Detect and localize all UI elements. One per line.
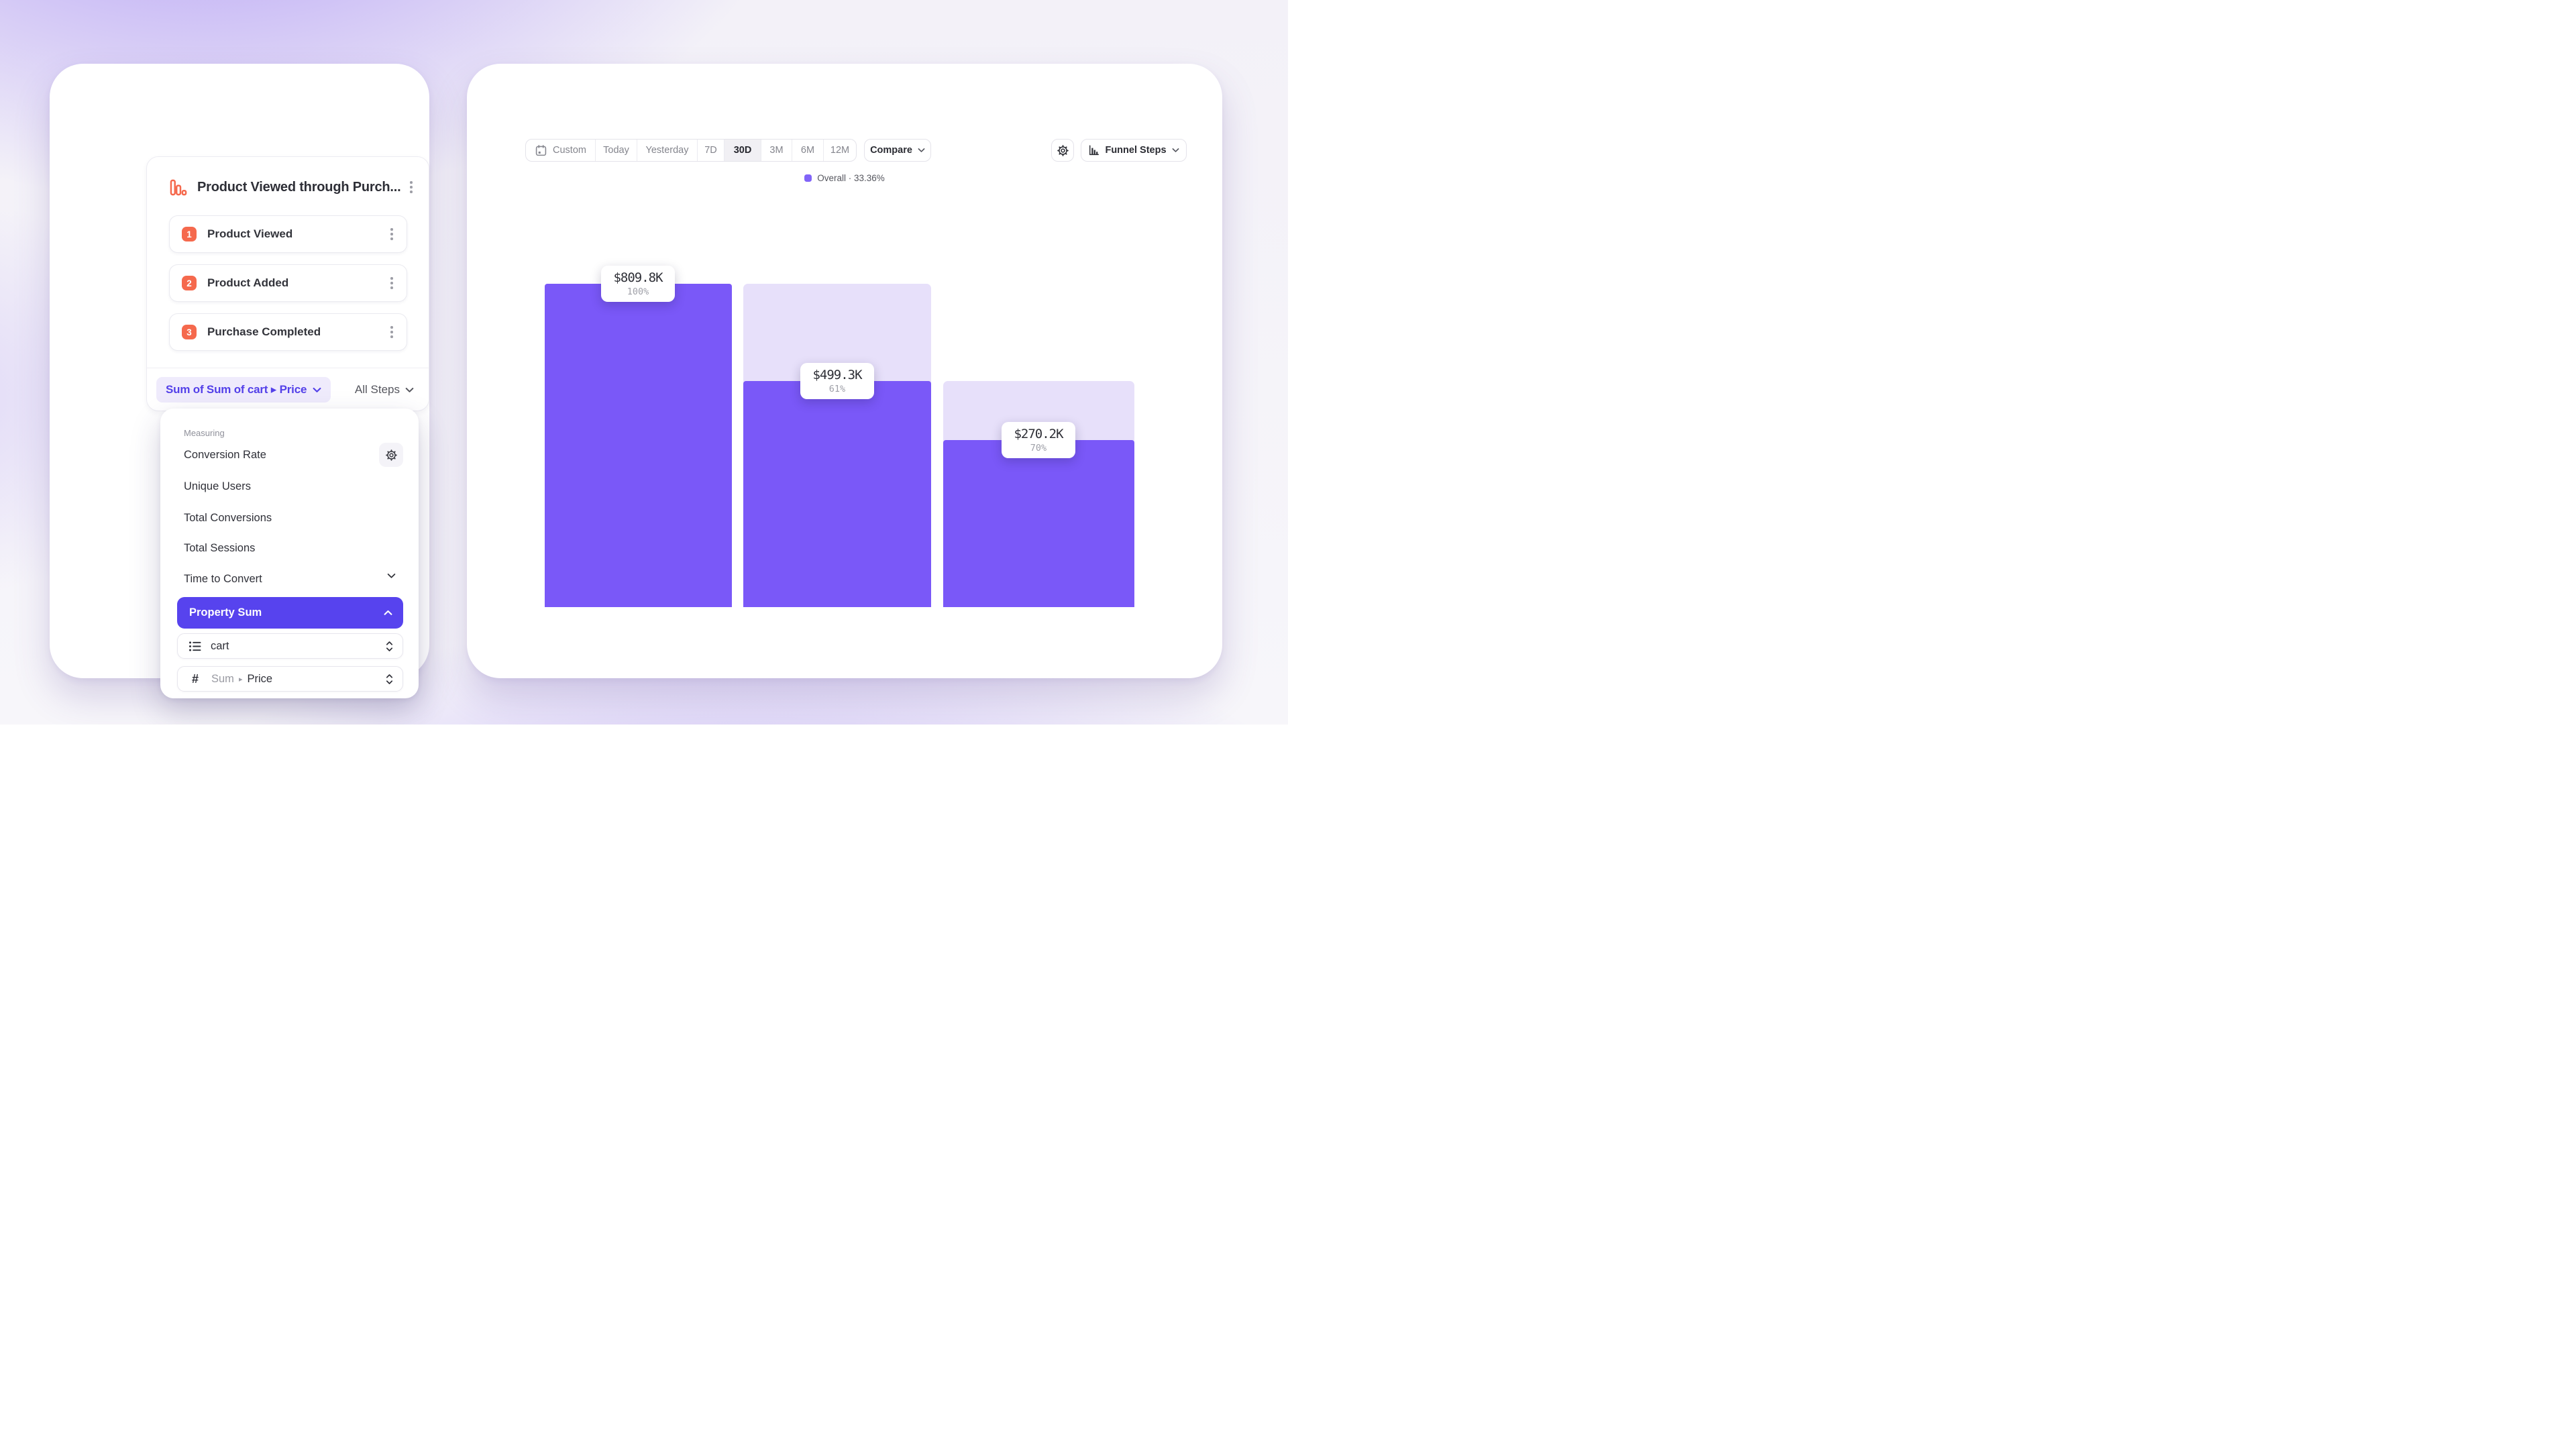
tooltip-percent: 100% <box>627 286 649 297</box>
step-number-badge: 3 <box>182 325 197 339</box>
menu-item-label: Property Sum <box>189 606 262 619</box>
bar-chart-axis-icon <box>1088 145 1099 156</box>
gear-icon <box>1057 144 1069 157</box>
funnel-builder-card: Product Viewed through Purch... 1 Produc… <box>50 64 429 698</box>
bar-value-tooltip-step-3: $270.2K 70% <box>1002 422 1075 458</box>
hash-icon: # <box>191 672 199 686</box>
menu-item-label: Total Conversions <box>184 511 272 524</box>
menu-item-property-sum-selected[interactable]: Property Sum <box>177 597 403 629</box>
date-range-6m[interactable]: 6M <box>792 140 824 161</box>
menu-item-total-conversions[interactable]: Total Conversions <box>184 510 272 526</box>
menu-item-label: Unique Users <box>184 480 251 492</box>
updown-stepper-icon <box>386 641 393 652</box>
measuring-section-label: Measuring <box>184 428 225 438</box>
date-range-label: Today <box>603 145 629 156</box>
step-kebab-icon[interactable] <box>386 323 397 341</box>
conversion-rate-settings-button[interactable] <box>379 443 403 467</box>
aggregation-prefix: Sum <box>211 672 234 685</box>
measurement-dropdown-label: Sum of Sum of cart ▸ Price <box>166 383 307 396</box>
date-range-label: 12M <box>830 145 850 156</box>
menu-item-time-to-convert[interactable]: Time to Convert <box>184 571 262 587</box>
step-label: Purchase Completed <box>207 325 321 338</box>
funnel-title: Product Viewed through Purch... <box>197 179 401 195</box>
date-range-label: 30D <box>733 145 752 156</box>
measurement-dropdown[interactable]: Sum of Sum of cart ▸ Price <box>156 377 331 402</box>
step-number-badge: 1 <box>182 227 197 241</box>
aggregation-property: Price <box>247 672 273 685</box>
property-select[interactable]: cart <box>177 633 403 659</box>
date-range-label: Yesterday <box>645 145 689 156</box>
menu-item-total-sessions[interactable]: Total Sessions <box>184 540 255 556</box>
gear-icon <box>385 449 398 462</box>
chevron-down-icon <box>387 573 396 579</box>
step-kebab-icon[interactable] <box>386 225 397 243</box>
funnel-header: Product Viewed through Purch... <box>170 174 417 200</box>
compare-button[interactable]: Compare <box>864 139 931 162</box>
legend-swatch <box>804 174 812 182</box>
view-selector-label: Funnel Steps <box>1105 145 1167 156</box>
chart-view-selector[interactable]: Funnel Steps <box>1081 139 1187 162</box>
funnel-chart-icon <box>170 179 187 196</box>
step-number-badge: 2 <box>182 276 197 290</box>
date-range-label: Custom <box>553 145 586 156</box>
compare-button-label: Compare <box>870 145 912 156</box>
funnel-definition-panel: Product Viewed through Purch... 1 Produc… <box>146 156 429 411</box>
date-range-label: 3M <box>769 145 784 156</box>
date-range-segmented-control: Custom Today Yesterday 7D 30D 3M 6M 12M <box>525 139 857 162</box>
measuring-dropdown-menu: Measuring Conversion Rate <box>160 409 419 698</box>
chevron-down-icon <box>313 387 321 393</box>
tooltip-value: $499.3K <box>812 368 862 382</box>
bar-value-tooltip-step-1: $809.8K 100% <box>601 266 675 302</box>
tooltip-percent: 61% <box>828 384 846 394</box>
menu-item-label: Total Sessions <box>184 541 256 554</box>
tooltip-value: $270.2K <box>1014 427 1063 441</box>
tooltip-value: $809.8K <box>613 270 663 285</box>
funnel-menu-kebab-icon[interactable] <box>406 178 417 196</box>
date-range-7d[interactable]: 7D <box>698 140 724 161</box>
step-label: Product Added <box>207 276 289 289</box>
legend-label: Overall · 33.36% <box>817 173 885 183</box>
steps-scope-label: All Steps <box>354 383 400 396</box>
updown-stepper-icon <box>386 674 393 685</box>
date-range-today[interactable]: Today <box>596 140 637 161</box>
bar-value-tooltip-step-2: $499.3K 61% <box>800 363 874 399</box>
steps-scope-dropdown[interactable]: All Steps <box>355 377 414 402</box>
funnel-step-row-3[interactable]: 3 Purchase Completed <box>169 313 407 351</box>
chart-settings-button[interactable] <box>1051 139 1074 162</box>
funnel-step-row-2[interactable]: 2 Product Added <box>169 264 407 302</box>
funnel-step-row-1[interactable]: 1 Product Viewed <box>169 215 407 253</box>
funnel-bar-step-2[interactable] <box>743 381 931 607</box>
chevron-down-icon <box>918 148 925 153</box>
page-background: Product Viewed through Purch... 1 Produc… <box>0 0 1288 724</box>
date-range-custom[interactable]: Custom <box>526 140 596 161</box>
step-kebab-icon[interactable] <box>386 274 397 292</box>
funnel-bar-step-1[interactable] <box>545 284 732 607</box>
menu-item-conversion-rate[interactable]: Conversion Rate <box>184 447 266 463</box>
chevron-down-icon <box>1172 148 1179 153</box>
menu-item-unique-users[interactable]: Unique Users <box>184 478 251 494</box>
date-range-label: 6M <box>800 145 815 156</box>
chart-legend: Overall · 33.36% <box>744 173 945 183</box>
chevron-down-icon <box>405 387 414 393</box>
funnel-bar-step-3[interactable] <box>943 440 1134 607</box>
step-label: Product Viewed <box>207 227 293 240</box>
aggregation-select[interactable]: # Sum ▸ Price <box>177 666 403 692</box>
aggregation-select-value: Sum ▸ Price <box>211 673 386 686</box>
calendar-icon <box>535 144 547 157</box>
list-icon <box>189 641 201 652</box>
menu-item-label: Conversion Rate <box>184 448 266 461</box>
date-range-30d-selected[interactable]: 30D <box>724 140 761 161</box>
chevron-up-icon <box>384 610 392 616</box>
tooltip-percent: 70% <box>1030 443 1047 453</box>
menu-item-label: Time to Convert <box>184 572 262 585</box>
date-range-yesterday[interactable]: Yesterday <box>637 140 698 161</box>
breadcrumb-separator: ▸ <box>238 675 243 684</box>
date-range-12m[interactable]: 12M <box>824 140 856 161</box>
date-range-3m[interactable]: 3M <box>761 140 792 161</box>
property-select-value: cart <box>211 639 229 652</box>
date-range-label: 7D <box>704 145 717 156</box>
